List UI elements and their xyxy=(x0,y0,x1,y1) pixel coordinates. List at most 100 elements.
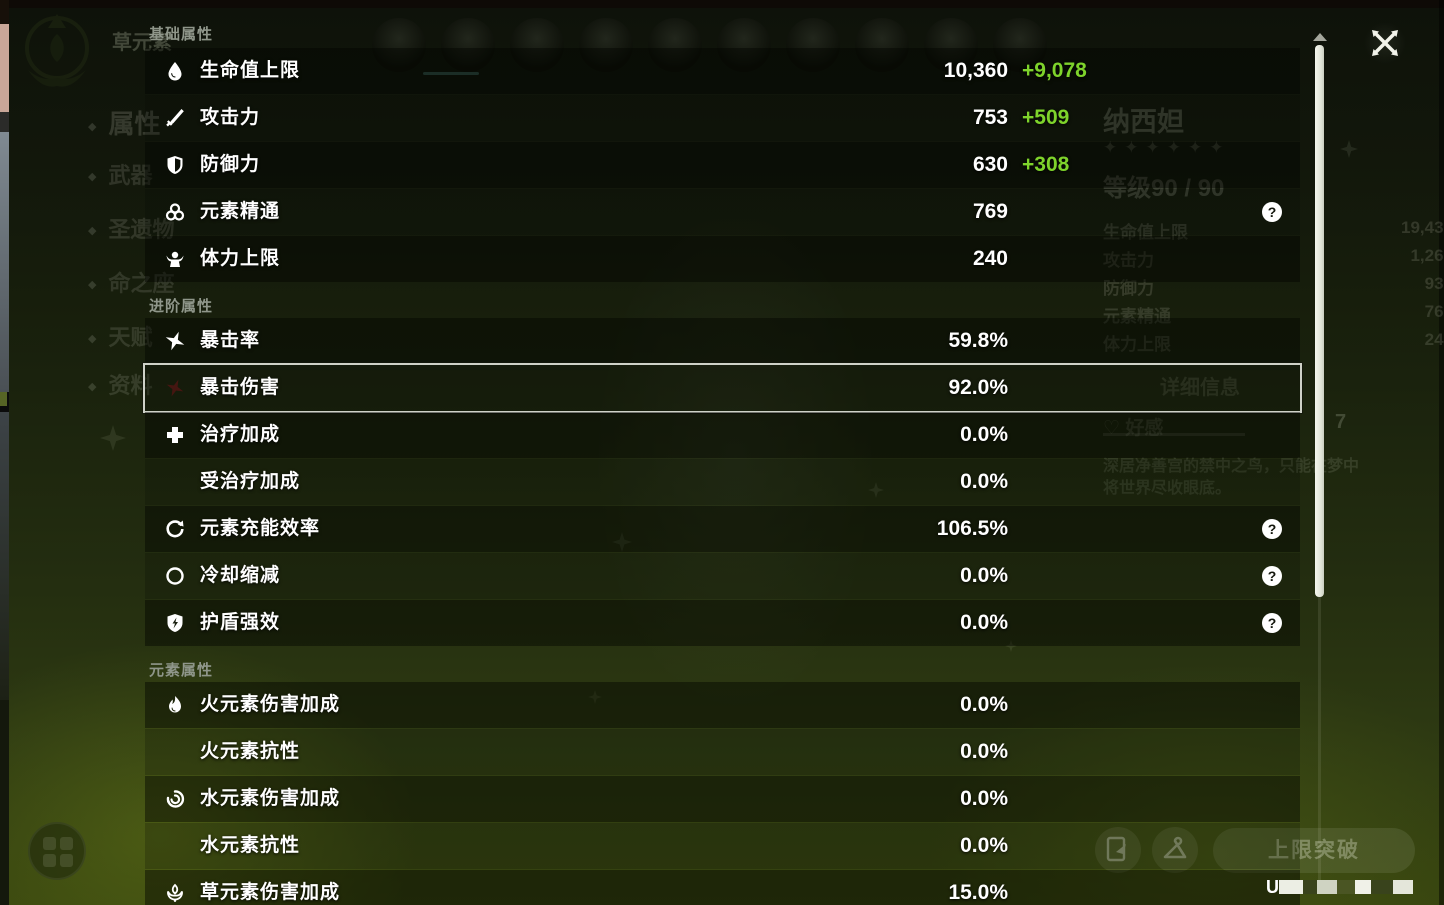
uid-prefix: U xyxy=(1266,877,1279,897)
help-icon[interactable]: ? xyxy=(1262,613,1282,633)
ascend-button: 上限突破 xyxy=(1213,828,1415,873)
crit-rate-icon xyxy=(165,331,185,351)
stat-bonus: +308 xyxy=(1022,153,1070,176)
stat-row-incoming-healing-bonus[interactable]: 受治疗加成 0.0% xyxy=(145,459,1300,505)
top-edge-strip xyxy=(0,0,1444,8)
stat-label: 暴击率 xyxy=(200,330,261,351)
stat-value: 59.8% xyxy=(948,329,1008,352)
stat-label: 暴击伤害 xyxy=(200,377,281,398)
menu-item-profile: ◆ 资料 xyxy=(88,373,153,398)
stat-row-max-hp[interactable]: 生命值上限 10,360 +9,078 xyxy=(145,48,1300,94)
stat-value: 0.0% xyxy=(960,834,1008,857)
stat-row-atk[interactable]: 攻击力 753 +509 xyxy=(145,95,1300,141)
stat-value: 0.0% xyxy=(960,470,1008,493)
stat-value: 0.0% xyxy=(960,423,1008,446)
menu-item-talents: ◆ 天赋 xyxy=(88,325,153,350)
scrollbar-thumb[interactable] xyxy=(1315,45,1324,597)
hp-icon xyxy=(165,61,185,81)
stat-value: 106.5% xyxy=(936,517,1008,540)
atk-icon xyxy=(165,108,185,128)
stat-value: 630 xyxy=(972,153,1008,176)
stat-row-hydro-dmg-bonus[interactable]: 水元素伤害加成 0.0% xyxy=(145,776,1300,822)
stat-row-max-stamina[interactable]: 体力上限 240 xyxy=(145,236,1300,282)
stat-label: 水元素伤害加成 xyxy=(200,788,341,809)
stat-row-energy-recharge[interactable]: 元素充能效率 106.5% ? xyxy=(145,506,1300,552)
party-avatar xyxy=(510,18,564,72)
stat-row-pyro-res[interactable]: 火元素抗性 0.0% xyxy=(145,729,1300,775)
stat-row-pyro-dmg-bonus[interactable]: 火元素伤害加成 0.0% xyxy=(145,682,1300,728)
cooldown-reduction-icon xyxy=(165,566,185,586)
stat-label: 防御力 xyxy=(200,154,261,175)
stat-label: 治疗加成 xyxy=(200,424,281,445)
menu-item-constellation: ◆ 命之座 xyxy=(88,271,175,296)
stat-value: 15.0% xyxy=(948,881,1008,904)
outfit-button xyxy=(1152,827,1198,873)
character-description-line1: 深居净善宫的禁中之鸟，只能在梦中 xyxy=(1103,458,1360,475)
divider xyxy=(1103,433,1245,436)
stat-row-shield-strength[interactable]: 护盾强效 0.0% ? xyxy=(145,600,1300,646)
stat-row-crit-dmg[interactable]: 暴击伤害 92.0% xyxy=(143,363,1302,413)
section-title-advanced: 进阶属性 xyxy=(149,298,214,315)
summary-row-def: 防御力938 xyxy=(1103,274,1444,298)
help-icon[interactable]: ? xyxy=(1262,202,1282,222)
pyro-icon xyxy=(165,695,185,715)
edge-marker xyxy=(0,392,7,406)
selected-avatar-underline xyxy=(423,72,479,75)
elemental-mastery-icon xyxy=(165,202,185,222)
stat-row-dendro-dmg-bonus[interactable]: 草元素伤害加成 15.0% xyxy=(145,870,1300,905)
element-type-label: 草元素 xyxy=(112,32,172,54)
stat-row-healing-bonus[interactable]: 治疗加成 0.0% xyxy=(145,412,1300,458)
party-avatar xyxy=(648,18,702,72)
stat-row-cd-reduction[interactable]: 冷却缩减 0.0% ? xyxy=(145,553,1300,599)
party-avatar xyxy=(855,18,909,72)
uid-censored: U xyxy=(1266,877,1413,897)
shield-strength-icon xyxy=(165,613,185,633)
sparkle-decoration xyxy=(100,425,126,451)
stat-bonus: +9,078 xyxy=(1022,59,1087,82)
close-button[interactable] xyxy=(1364,22,1406,64)
stat-label: 生命值上限 xyxy=(200,60,301,81)
stat-value: 0.0% xyxy=(960,740,1008,763)
party-avatar xyxy=(786,18,840,72)
character-silhouette-glow xyxy=(590,200,880,720)
scrollbar-up-arrow[interactable] xyxy=(1313,33,1327,41)
help-icon[interactable]: ? xyxy=(1262,566,1282,586)
character-level: 等级90 / 90 xyxy=(1103,175,1225,202)
stat-label: 元素精通 xyxy=(200,201,281,222)
def-icon xyxy=(165,155,185,175)
stat-value: 10,360 xyxy=(943,59,1008,82)
stat-value: 0.0% xyxy=(960,564,1008,587)
help-icon[interactable]: ? xyxy=(1262,519,1282,539)
stat-value: 0.0% xyxy=(960,611,1008,634)
stat-label: 护盾强效 xyxy=(200,612,281,633)
stat-row-hydro-res[interactable]: 水元素抗性 0.0% xyxy=(145,823,1300,869)
stat-label: 火元素抗性 xyxy=(200,741,301,762)
party-avatar xyxy=(717,18,771,72)
character-name: 纳西妲 xyxy=(1103,107,1184,137)
details-info-button: 详细信息 xyxy=(1160,377,1240,399)
menu-item-attributes: ◆ 属性 xyxy=(88,109,161,139)
rarity-stars: ✦✦✦✦✦✦ xyxy=(1103,138,1231,157)
sparkle-decoration xyxy=(1340,140,1358,158)
stat-label: 体力上限 xyxy=(200,248,281,269)
stat-row-def[interactable]: 防御力 630 +308 xyxy=(145,142,1300,188)
scrollbar-track[interactable] xyxy=(1318,597,1321,887)
party-avatar xyxy=(372,18,426,72)
hanger-icon xyxy=(1163,836,1187,859)
stat-value: 769 xyxy=(972,200,1008,223)
stat-row-crit-rate[interactable]: 暴击率 59.8% xyxy=(145,318,1300,364)
section-title-elemental: 元素属性 xyxy=(149,662,214,679)
healing-bonus-icon xyxy=(165,425,185,445)
stat-value: 753 xyxy=(972,106,1008,129)
stat-row-elemental-mastery[interactable]: 元素精通 769 ? xyxy=(145,189,1300,235)
stat-label: 攻击力 xyxy=(200,107,261,128)
stat-value: 240 xyxy=(972,247,1008,270)
party-avatar xyxy=(993,18,1047,72)
dendro-emblem-icon xyxy=(25,14,89,87)
crit-dmg-icon xyxy=(165,378,185,398)
energy-recharge-icon xyxy=(165,519,185,539)
